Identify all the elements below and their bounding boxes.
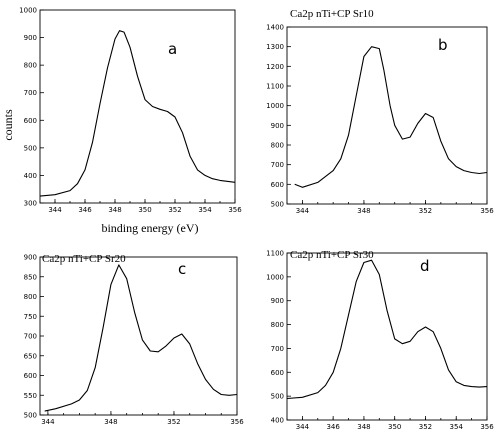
x-tick-label: 352 (419, 423, 432, 431)
x-tick-label: 344 (41, 418, 55, 426)
y-tick-label: 1400 (266, 24, 284, 32)
y-tick-label: 500 (24, 144, 37, 152)
x-tick-label: 346 (326, 423, 340, 431)
y-tick-label: 800 (271, 321, 284, 329)
x-tick-label: 352 (168, 206, 181, 214)
y-tick-label: 1000 (19, 7, 37, 15)
y-tick-label: 900 (24, 254, 37, 262)
spectrum-line (39, 30, 236, 197)
plot-frame (286, 26, 488, 205)
x-axis-label: binding energy (eV) (101, 221, 198, 235)
y-tick-label: 400 (271, 417, 284, 425)
y-tick-label: 600 (24, 117, 37, 125)
y-tick-label: 600 (24, 372, 37, 380)
x-tick-label: 346 (78, 206, 92, 214)
x-tick-label: 352 (419, 207, 432, 215)
y-tick-label: 800 (24, 62, 37, 70)
x-tick-label: 344 (296, 207, 310, 215)
x-tick-label: 348 (108, 206, 121, 214)
x-tick-label: 354 (450, 423, 464, 431)
y-tick-label: 800 (271, 142, 284, 150)
y-tick-label: 600 (271, 369, 284, 377)
y-tick-label: 900 (24, 34, 37, 42)
y-tick-label: 700 (24, 89, 37, 97)
plot-frame (39, 9, 236, 204)
panel-letter: d (420, 257, 430, 275)
y-tick-label: 700 (271, 345, 284, 353)
y-tick-label: 900 (271, 122, 284, 130)
y-tick-label: 300 (24, 200, 37, 208)
x-tick-label: 344 (296, 423, 310, 431)
spectrum-line (286, 259, 488, 400)
panel-title: Ca2p nTi+CP Sr20 (42, 253, 126, 265)
x-tick-label: 354 (198, 206, 212, 214)
x-tick-label: 356 (480, 423, 494, 431)
y-tick-label: 1100 (266, 83, 284, 91)
x-tick-label: 356 (480, 207, 494, 215)
y-tick-label: 550 (24, 392, 37, 400)
plot-frame (39, 256, 238, 416)
spectrum-line (44, 264, 238, 412)
y-tick-label: 1000 (266, 102, 284, 110)
panel-letter: c (178, 260, 186, 278)
panel-title: Ca2p nTi+CP Sr10 (290, 8, 374, 20)
chart-panel: 344 346 348 350 352 354 356 300 400 500 600 700 800 9… (19, 7, 242, 215)
x-tick-label: 350 (138, 206, 151, 214)
y-tick-label: 650 (24, 352, 37, 360)
panel-letter: b (438, 36, 448, 54)
panel-title: Ca2p nTi+CP Sr30 (290, 249, 374, 261)
panel-letter: a (168, 40, 177, 58)
y-tick-label: 500 (271, 201, 284, 209)
y-tick-label: 1000 (266, 273, 284, 281)
y-tick-label: 750 (24, 313, 37, 321)
y-tick-label: 900 (271, 297, 284, 305)
x-tick-label: 348 (357, 207, 370, 215)
chart-panel: 344 348 352 356 500 600 700 800 900 1000 1100 1200 1… (266, 8, 494, 215)
y-tick-label: 400 (24, 172, 37, 180)
x-tick-label: 352 (167, 418, 180, 426)
x-tick-label: 348 (357, 423, 370, 431)
y-tick-label: 500 (271, 393, 284, 401)
chart-panel: 344 346 348 350 352 354 356 400 500 600 700 800 900 1… (266, 249, 494, 431)
x-tick-label: 344 (48, 206, 62, 214)
y-tick-label: 1300 (266, 43, 284, 51)
y-tick-label: 600 (271, 181, 284, 189)
spectrum-line (294, 46, 488, 188)
y-tick-label: 700 (271, 161, 284, 169)
x-tick-label: 348 (104, 418, 117, 426)
plot-frame (286, 252, 488, 421)
y-tick-label: 850 (24, 273, 37, 281)
x-tick-label: 356 (228, 206, 242, 214)
x-tick-label: 356 (230, 418, 244, 426)
chart-panel: 344 348 352 356 500 550 600 650 700 750 800 850 900 C… (24, 253, 245, 426)
y-tick-label: 800 (24, 293, 37, 301)
y-axis-label: counts (1, 109, 15, 141)
x-tick-label: 350 (388, 423, 401, 431)
y-tick-label: 700 (24, 333, 37, 341)
y-tick-label: 500 (24, 412, 37, 420)
y-tick-label: 1100 (266, 250, 284, 258)
y-tick-label: 1200 (266, 63, 284, 71)
